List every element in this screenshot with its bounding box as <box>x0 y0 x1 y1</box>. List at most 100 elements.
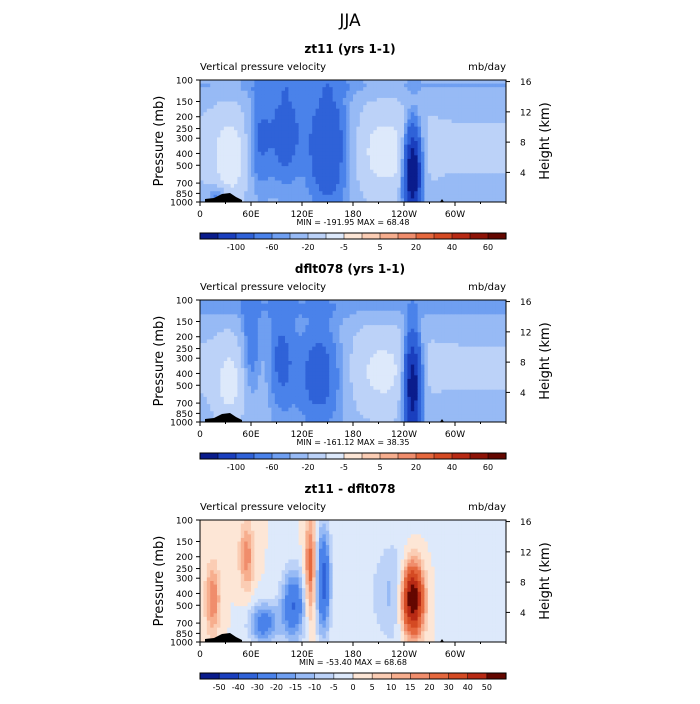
field-cell <box>333 195 337 199</box>
field-cell <box>431 314 435 318</box>
field-cell <box>251 84 255 88</box>
field-cell <box>319 123 323 127</box>
field-cell <box>475 94 479 98</box>
field-cell <box>370 336 374 340</box>
field-cell <box>343 84 347 88</box>
field-cell <box>394 343 398 347</box>
field-cell <box>455 80 459 84</box>
field-cell <box>479 137 483 141</box>
field-cell <box>377 184 381 188</box>
field-cell <box>414 339 418 343</box>
field-cell <box>346 307 350 311</box>
field-cell <box>326 322 330 326</box>
field-cell <box>499 80 503 84</box>
field-cell <box>479 145 483 149</box>
field-cell <box>397 188 401 192</box>
field-cell <box>271 102 275 106</box>
field-cell <box>380 112 384 116</box>
field-cell <box>407 332 411 336</box>
field-cell <box>258 329 262 333</box>
field-cell <box>288 311 292 315</box>
field-cell <box>234 130 238 134</box>
field-cell <box>370 152 374 156</box>
field-cell <box>319 134 323 138</box>
field-cell <box>326 80 330 84</box>
field-cell <box>356 314 360 318</box>
field-cell <box>220 123 224 127</box>
field-cell <box>489 84 493 88</box>
field-cell <box>288 329 292 333</box>
field-cell <box>472 94 476 98</box>
field-cell <box>387 307 391 311</box>
field-cell <box>370 180 374 184</box>
field-cell <box>418 322 422 326</box>
field-cell <box>333 155 337 159</box>
field-cell <box>384 339 388 343</box>
field-cell <box>237 311 241 315</box>
field-cell <box>302 188 306 192</box>
field-cell <box>278 155 282 159</box>
field-cell <box>384 307 388 311</box>
field-cell <box>455 94 459 98</box>
field-cell <box>224 322 228 326</box>
field-cell <box>278 145 282 149</box>
field-cell <box>414 134 418 138</box>
field-cell <box>353 339 357 343</box>
colorbar-box <box>272 233 290 239</box>
field-cell <box>224 84 228 88</box>
field-cell <box>452 170 456 174</box>
field-cell <box>248 184 252 188</box>
field-cell <box>254 325 258 329</box>
field-cell <box>472 184 476 188</box>
field-cell <box>237 98 241 102</box>
field-cell <box>339 365 343 369</box>
field-cell <box>343 357 347 361</box>
field-cell <box>268 332 272 336</box>
field-cell <box>237 159 241 163</box>
field-cell <box>275 311 279 315</box>
field-cell <box>414 127 418 131</box>
field-cell <box>489 350 493 354</box>
field-cell <box>465 127 469 131</box>
field-cell <box>448 152 452 156</box>
field-cell <box>333 87 337 91</box>
field-cell <box>248 84 252 88</box>
field-cell <box>251 173 255 177</box>
field-cell <box>275 304 279 308</box>
field-cell <box>441 166 445 170</box>
field-cell <box>271 137 275 141</box>
field-cell <box>237 87 241 91</box>
field-cell <box>394 109 398 113</box>
field-cell <box>411 357 415 361</box>
field-cell <box>404 84 408 88</box>
field-cell <box>486 91 490 95</box>
field-cell <box>377 80 381 84</box>
field-cell <box>295 134 299 138</box>
field-cell <box>486 112 490 116</box>
field-cell <box>380 94 384 98</box>
field-cell <box>316 188 320 192</box>
field-cell <box>479 109 483 113</box>
field-cell <box>258 343 262 347</box>
field-cell <box>237 127 241 131</box>
field-cell <box>336 332 340 336</box>
field-cell <box>268 155 272 159</box>
field-cell <box>356 300 360 304</box>
field-cell <box>492 84 496 88</box>
field-cell <box>435 307 439 311</box>
field-cell <box>224 119 228 123</box>
field-cell <box>292 300 296 304</box>
field-cell <box>302 112 306 116</box>
field-cell <box>231 163 235 167</box>
field-cell <box>387 350 391 354</box>
field-cell <box>475 134 479 138</box>
field-cell <box>414 304 418 308</box>
field-cell <box>261 130 265 134</box>
field-cell <box>275 173 279 177</box>
field-cell <box>360 152 364 156</box>
field-cell <box>231 116 235 120</box>
field-cell <box>380 141 384 145</box>
field-cell <box>214 155 218 159</box>
field-cell <box>295 177 299 181</box>
field-cell <box>316 314 320 318</box>
